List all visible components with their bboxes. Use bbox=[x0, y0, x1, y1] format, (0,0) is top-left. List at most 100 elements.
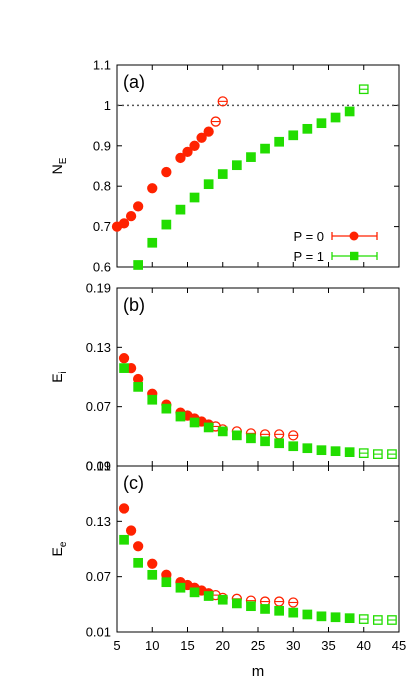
series-p1-point bbox=[246, 152, 256, 162]
series-p1-point bbox=[189, 192, 200, 203]
y-axis-label-subscript: i bbox=[58, 371, 69, 373]
series-p1-point bbox=[274, 605, 285, 616]
y-tick-label: 0.6 bbox=[93, 260, 111, 275]
x-tick-label: 30 bbox=[286, 638, 300, 653]
series-p1-point bbox=[316, 445, 327, 456]
panel-b: 0.01 0.07 0.13 0.19 (b) Ei bbox=[49, 281, 400, 474]
series-p1-point bbox=[175, 204, 186, 215]
plot-frame bbox=[116, 465, 400, 633]
y-tick-label: 0.19 bbox=[86, 459, 111, 474]
x-tick-label: 45 bbox=[392, 638, 406, 653]
panel-a: 0.6 0.7 0.8 0.9 1 1.1 (a) NE P = 0 P = 1 bbox=[49, 58, 400, 275]
y-axis-label: Ee bbox=[49, 541, 69, 556]
series-p1-point bbox=[231, 160, 242, 171]
y-tick-label: 0.01 bbox=[86, 459, 111, 474]
series-p1-point bbox=[203, 179, 214, 190]
series-p1-point bbox=[344, 447, 355, 458]
x-tick-label: 5 bbox=[113, 638, 120, 653]
y-tick-label: 0.13 bbox=[86, 340, 111, 355]
legend-marker bbox=[349, 231, 359, 241]
series-p1-point bbox=[217, 426, 228, 437]
series-p1-point bbox=[330, 112, 341, 123]
series-p1-point bbox=[260, 604, 270, 614]
x-tick-label: 35 bbox=[321, 638, 335, 653]
y-tick-label: 1.1 bbox=[93, 58, 111, 73]
series-p1-point bbox=[203, 422, 214, 433]
y-tick-label: 0.9 bbox=[93, 138, 111, 153]
panel-label: (a) bbox=[123, 72, 145, 92]
series-p0-point bbox=[189, 140, 200, 151]
series-p0-point bbox=[182, 146, 193, 158]
series-p1-point bbox=[344, 613, 355, 624]
y-axis-label: Ei bbox=[49, 371, 69, 383]
panel-label: (c) bbox=[123, 473, 144, 493]
series-p0-point bbox=[175, 152, 186, 164]
series-p1-point bbox=[119, 534, 129, 545]
y-tick-label: 0.07 bbox=[86, 399, 111, 414]
y-tick-label: 0.19 bbox=[86, 281, 111, 296]
y-axis-label-main: E bbox=[49, 373, 65, 382]
series-p1-point bbox=[302, 609, 313, 620]
y-tick-label: 0.8 bbox=[93, 179, 111, 194]
y-tick-label: 0.13 bbox=[86, 514, 111, 529]
series-p0-point bbox=[196, 132, 207, 143]
series-p1-point bbox=[133, 557, 143, 568]
series-p1-point bbox=[175, 582, 186, 593]
y-tick-label: 0.7 bbox=[93, 219, 111, 234]
series-p0-point bbox=[147, 183, 158, 194]
series-p1-point bbox=[231, 430, 242, 441]
series-p1-point bbox=[217, 594, 228, 605]
series-p1-point bbox=[288, 130, 299, 141]
series-p1-point bbox=[316, 118, 327, 129]
x-tick-label: 40 bbox=[357, 638, 371, 653]
series-p1-point bbox=[161, 577, 172, 588]
y-axis-label: NE bbox=[49, 157, 69, 174]
series-p1-point bbox=[133, 382, 143, 392]
series-p1-point bbox=[119, 363, 129, 373]
panel-c: 0.01 0.07 0.13 0.19 (c) Ee 5 10 15 20 25 30 35 40 45 m bbox=[49, 459, 406, 681]
series-p1-point bbox=[344, 106, 355, 117]
x-tick-label: 25 bbox=[251, 638, 265, 653]
series-p1-point bbox=[274, 438, 285, 449]
series-p1-point bbox=[288, 441, 299, 452]
x-axis-label: m bbox=[252, 663, 265, 680]
series-p1-point bbox=[302, 443, 313, 454]
series-p1-point bbox=[231, 598, 242, 609]
series-p0-point bbox=[118, 218, 130, 229]
plot-frame bbox=[116, 287, 400, 467]
series-p0-point bbox=[132, 541, 144, 552]
series-p1-point bbox=[316, 611, 327, 622]
series-p1-point bbox=[175, 411, 186, 422]
series-p0-point bbox=[125, 210, 137, 222]
y-tick-label: 1 bbox=[104, 98, 111, 113]
series-p1-point bbox=[189, 587, 200, 598]
series-p1-point bbox=[330, 446, 341, 457]
series-p1-point bbox=[288, 607, 299, 618]
legend-label: P = 0 bbox=[294, 229, 324, 244]
series-p0-point bbox=[132, 201, 144, 212]
series-p1-point bbox=[203, 591, 214, 601]
series-p1-point bbox=[161, 219, 172, 230]
series-p1-point bbox=[217, 169, 228, 179]
legend-marker bbox=[350, 251, 359, 261]
legend-label: P = 1 bbox=[294, 249, 324, 264]
series-p1-point bbox=[189, 417, 200, 428]
series-p0-point bbox=[161, 166, 172, 178]
series-p1-point bbox=[260, 436, 270, 447]
series-p1-point bbox=[147, 569, 158, 580]
series-p1-point bbox=[147, 394, 158, 405]
series-p1-point bbox=[246, 601, 256, 612]
series-p0-point bbox=[147, 558, 158, 569]
series-p1-point bbox=[246, 433, 256, 444]
series-p1-point bbox=[147, 237, 158, 248]
series-p0-point bbox=[118, 503, 130, 514]
panel-label: (b) bbox=[123, 295, 145, 315]
series-p1-point bbox=[260, 143, 270, 154]
series-p1-point bbox=[161, 403, 172, 414]
series-p0-point bbox=[118, 353, 130, 364]
y-axis-label-subscript: e bbox=[58, 541, 69, 547]
y-axis-label-main: E bbox=[49, 547, 65, 556]
x-tick-label: 15 bbox=[180, 638, 194, 653]
series-p1-point bbox=[330, 612, 341, 623]
